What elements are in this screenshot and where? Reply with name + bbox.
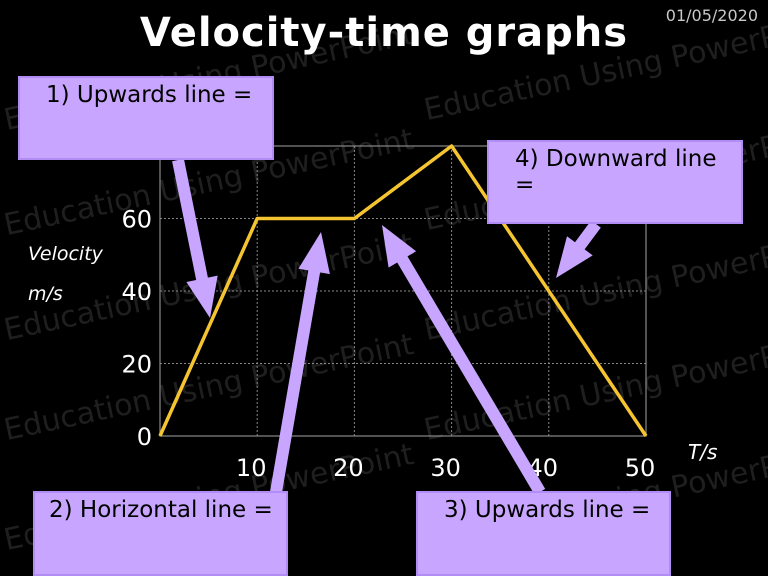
arrow-upwards-line-3: [382, 225, 546, 496]
y-tick-label: 0: [137, 423, 152, 451]
callout-upwards-line-3: 3) Upwards line =: [416, 491, 671, 576]
arrow-downward-line: [556, 220, 601, 278]
callout-label: 2) Horizontal line =: [49, 497, 273, 523]
arrow-upwards-line-1: [172, 158, 218, 318]
y-tick-label: 40: [121, 278, 152, 306]
x-tick-label: 30: [430, 454, 461, 482]
callout-label: 3) Upwards line =: [444, 497, 651, 523]
y-tick-label: 20: [121, 351, 152, 379]
callout-label: 4) Downward line =: [515, 146, 717, 198]
x-tick-label: 50: [625, 454, 656, 482]
series-line: [158, 144, 648, 437]
x-axis-label: T/s: [688, 440, 718, 464]
callout-horizontal-line: 2) Horizontal line =: [33, 491, 288, 576]
arrow-horizontal-line: [270, 232, 330, 493]
slide-title: Velocity-time graphs: [139, 10, 629, 56]
callout-downward-line: 4) Downward line =: [487, 140, 743, 224]
y-axis-label-velocity: Velocity: [28, 243, 103, 265]
x-tick-label: 10: [236, 454, 267, 482]
slide-date: 01/05/2020: [665, 6, 758, 25]
x-tick-label: 20: [333, 454, 364, 482]
callout-upwards-line-1: 1) Upwards line =: [18, 76, 274, 160]
y-axis-label-unit: m/s: [28, 283, 63, 305]
y-tick-label: 60: [121, 206, 152, 234]
callout-label: 1) Upwards line =: [46, 82, 253, 108]
